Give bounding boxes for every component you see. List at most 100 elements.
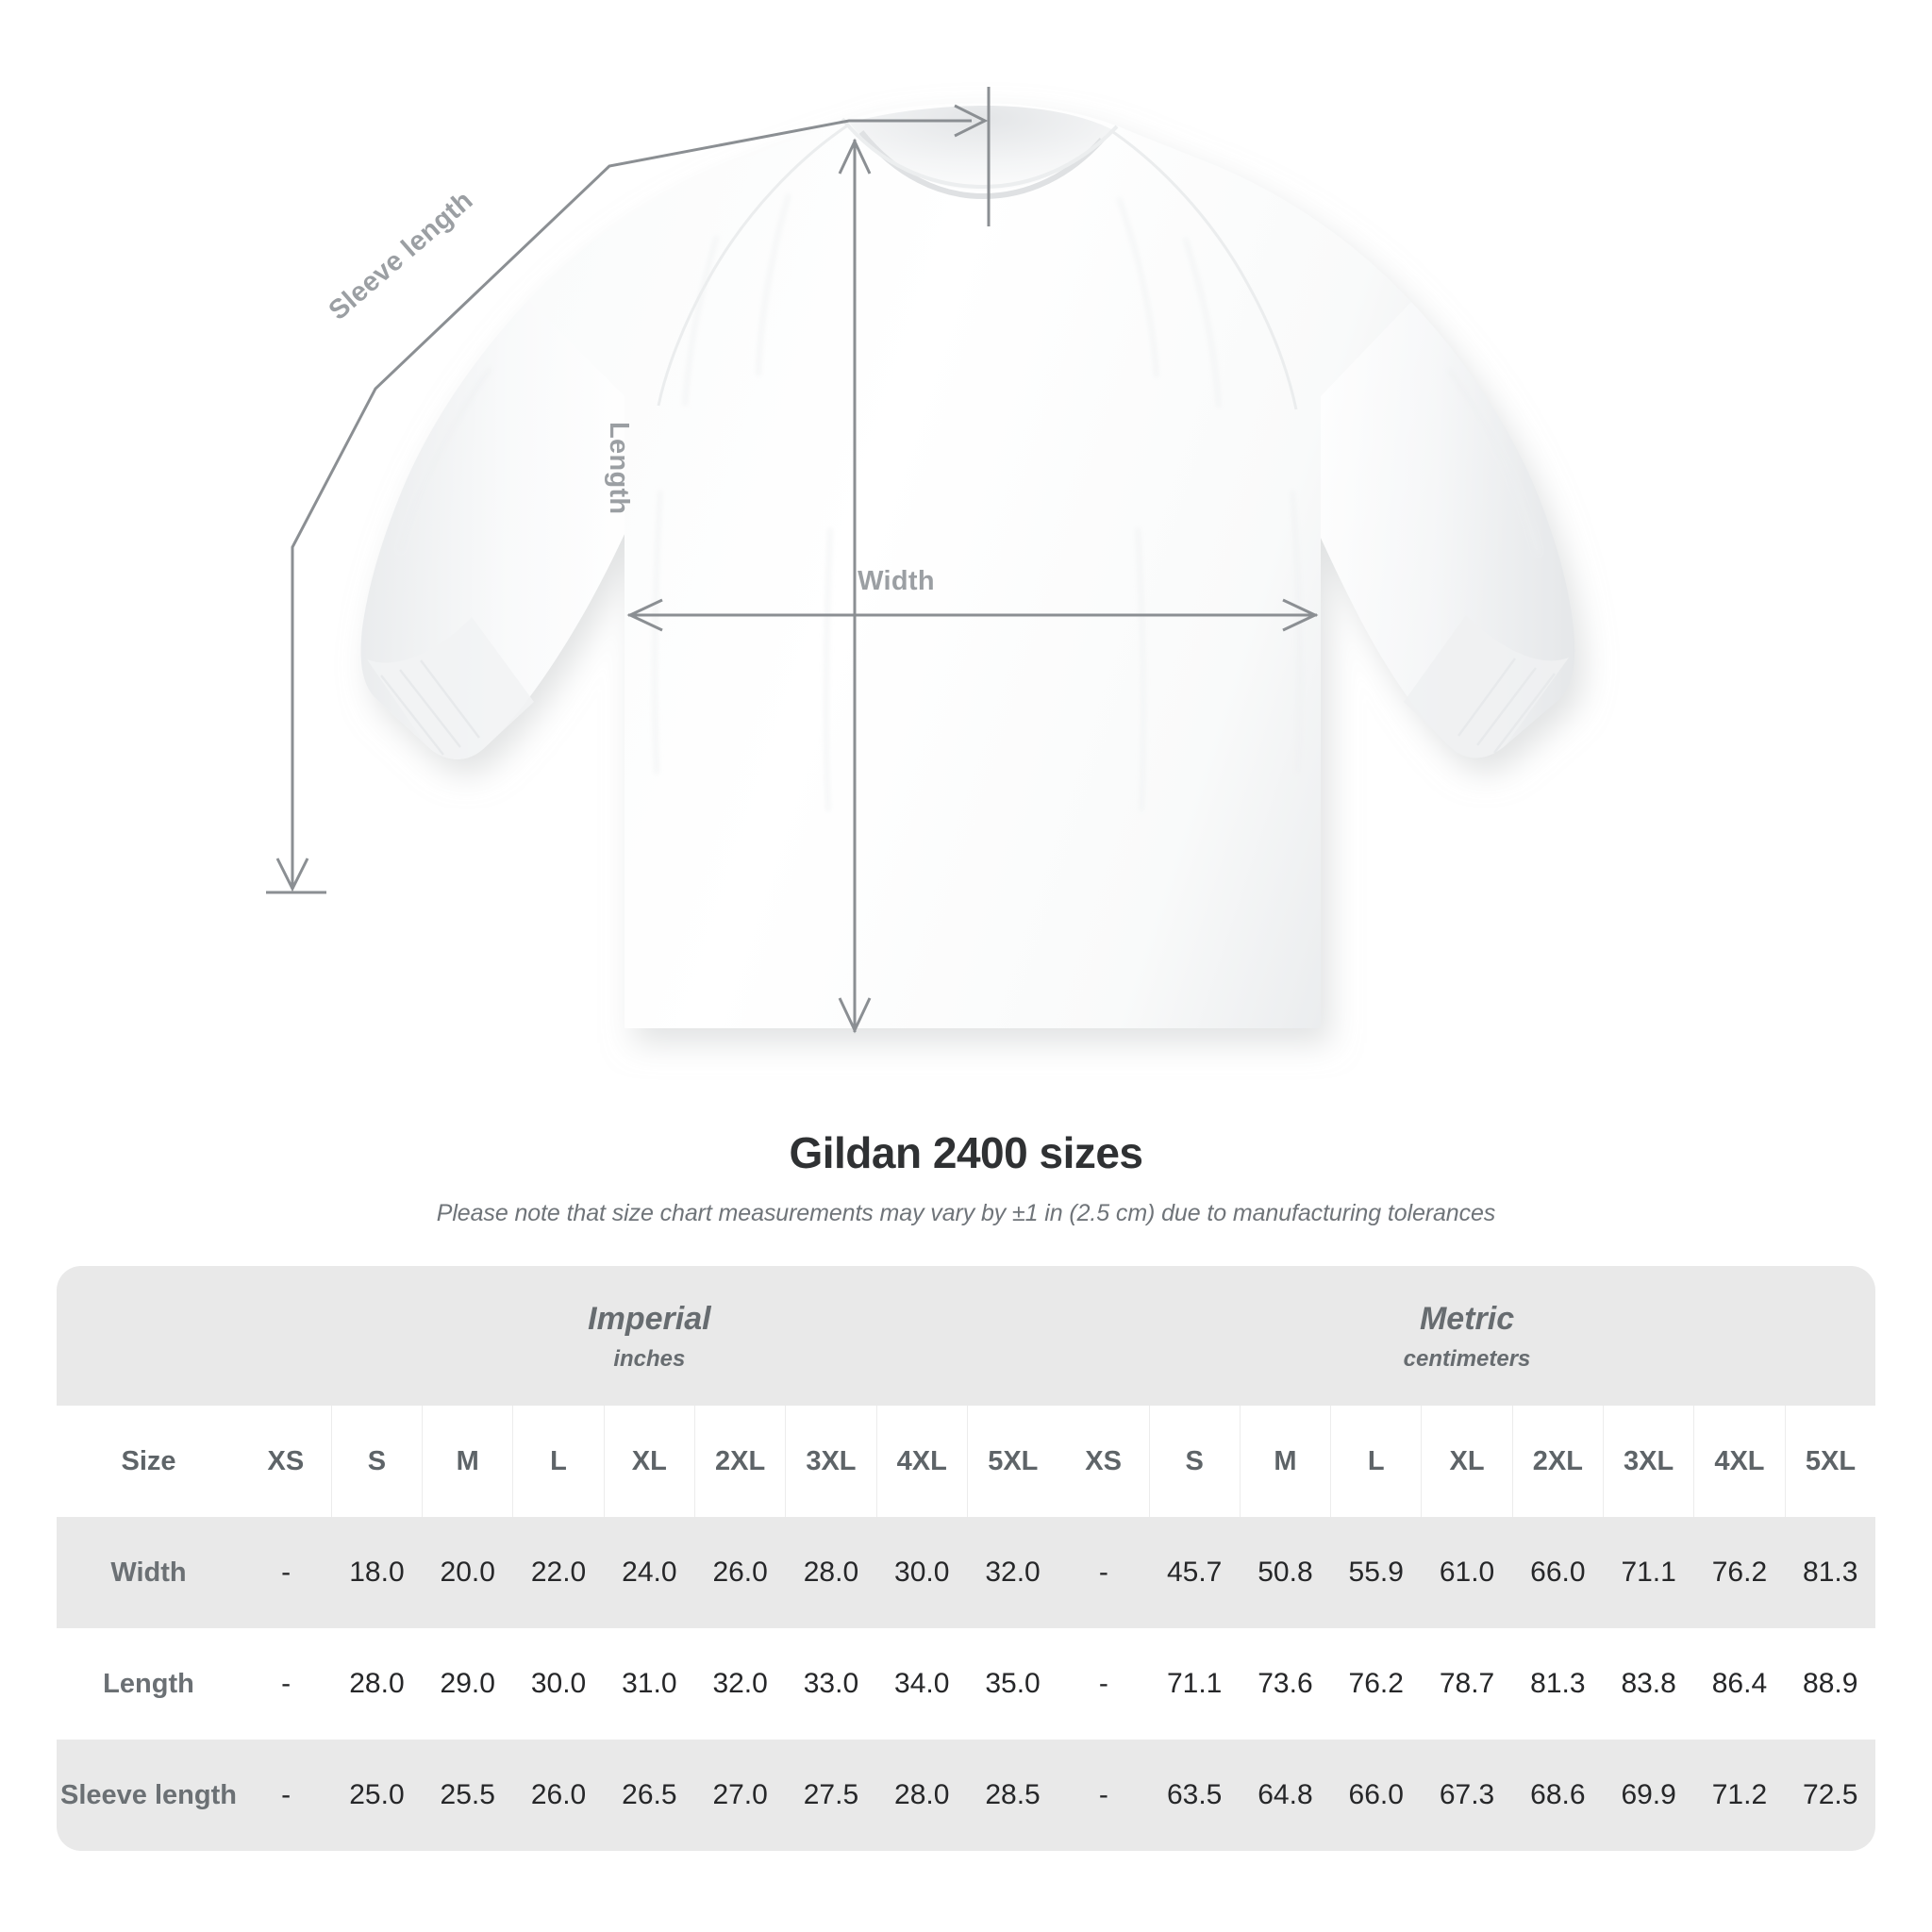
size-header-row: Size XS S M L XL 2XL 3XL 4XL 5XL XS S M L XL 2XL 3XL 4XL 5… (57, 1406, 1876, 1517)
cell-width-metric-l: 55.9 (1330, 1517, 1422, 1628)
row-label-width: Width (57, 1517, 241, 1628)
cell-sleeve-length-imperial-5xl: 28.5 (967, 1740, 1058, 1851)
table-row: Sleeve length -25.0 25.5 26.0 26.5 27.0 27.5 28… (57, 1740, 1876, 1851)
cell-sleeve-length-imperial-m: 25.5 (422, 1740, 513, 1851)
cell-length-metric-m: 73.6 (1240, 1628, 1331, 1740)
left-sleeve-shade (360, 300, 625, 759)
size-header-metric-4xl: 4XL (1693, 1406, 1786, 1517)
shoulder-seams (657, 123, 1298, 410)
table-body: Width -18.0 20.0 22.0 24.0 26.0 28.0 30.0 32.0-4… (57, 1517, 1876, 1851)
cell-length-imperial-2xl: 32.0 (694, 1628, 786, 1740)
row-label-length: Length (57, 1628, 241, 1740)
cell-sleeve-length-metric-4xl: 71.2 (1693, 1740, 1786, 1851)
size-header-metric-xl: XL (1421, 1406, 1513, 1517)
cell-length-imperial-xs: - (241, 1628, 332, 1740)
unit-group-name: Imperial (588, 1300, 711, 1337)
size-header-imperial-4xl: 4XL (875, 1406, 968, 1517)
size-header-imperial-s: S (330, 1406, 423, 1517)
cell-sleeve-length-imperial-xl: 26.5 (604, 1740, 695, 1851)
cell-sleeve-length-metric-xl: 67.3 (1421, 1740, 1513, 1851)
cell-sleeve-length-metric-l: 66.0 (1330, 1740, 1422, 1851)
cell-width-imperial-4xl: 30.0 (876, 1517, 968, 1628)
cell-width-imperial-2xl: 26.0 (694, 1517, 786, 1628)
cell-sleeve-length-metric-2xl: 68.6 (1512, 1740, 1604, 1851)
cell-width-imperial-3xl: 28.0 (785, 1517, 877, 1628)
cell-length-metric-2xl: 81.3 (1512, 1628, 1604, 1740)
size-header-imperial-5xl: 5XL (966, 1406, 1058, 1517)
cell-length-metric-xl: 78.7 (1421, 1628, 1513, 1740)
size-header-imperial-m: M (422, 1406, 513, 1517)
cell-length-imperial-4xl: 34.0 (876, 1628, 968, 1740)
cell-length-imperial-m: 29.0 (422, 1628, 513, 1740)
cell-sleeve-length-imperial-3xl: 27.5 (785, 1740, 877, 1851)
unit-group-header-metric: Metric centimeters (1058, 1266, 1876, 1406)
cell-sleeve-length-imperial-4xl: 28.0 (876, 1740, 968, 1851)
cell-length-metric-4xl: 86.4 (1693, 1628, 1786, 1740)
size-header-metric-2xl: 2XL (1511, 1406, 1604, 1517)
cell-sleeve-length-metric-3xl: 69.9 (1603, 1740, 1694, 1851)
cell-sleeve-length-imperial-s: 25.0 (331, 1740, 423, 1851)
size-chart-table-wrapper: Imperial inches Metric centimeters Size XS S M… (57, 1266, 1876, 1851)
unit-group-name: Metric (1419, 1300, 1515, 1337)
width-label: Width (858, 566, 935, 596)
cell-sleeve-length-imperial-xs: - (241, 1740, 332, 1851)
size-header-imperial-xs: XS (241, 1406, 332, 1517)
size-header-imperial-2xl: 2XL (693, 1406, 786, 1517)
cell-width-metric-xl: 61.0 (1421, 1517, 1513, 1628)
cell-length-imperial-5xl: 35.0 (967, 1628, 1058, 1740)
size-header-metric-xs: XS (1058, 1406, 1149, 1517)
size-header-metric-l: L (1330, 1406, 1422, 1517)
cell-sleeve-length-metric-5xl: 72.5 (1785, 1740, 1876, 1851)
size-header-imperial-3xl: 3XL (785, 1406, 877, 1517)
cell-length-imperial-l: 30.0 (512, 1628, 605, 1740)
title-block: Gildan 2400 sizes Please note that size … (0, 1127, 1932, 1227)
cell-sleeve-length-metric-m: 64.8 (1240, 1740, 1331, 1851)
size-header-imperial-xl: XL (603, 1406, 695, 1517)
cell-width-metric-xs: - (1058, 1517, 1149, 1628)
cell-width-metric-s: 45.7 (1149, 1517, 1241, 1628)
page-title: Gildan 2400 sizes (789, 1128, 1143, 1177)
cell-sleeve-length-imperial-l: 26.0 (512, 1740, 605, 1851)
table-head: Imperial inches Metric centimeters Size XS S M… (57, 1266, 1876, 1517)
cell-width-imperial-l: 22.0 (512, 1517, 605, 1628)
cell-length-metric-l: 76.2 (1330, 1628, 1422, 1740)
cuffs (367, 615, 1569, 759)
cell-width-imperial-xs: - (241, 1517, 332, 1628)
row-label-sleeve-length: Sleeve length (57, 1740, 241, 1851)
size-header-label: Size (57, 1406, 241, 1517)
size-header-metric-s: S (1148, 1406, 1241, 1517)
collar (841, 106, 1119, 200)
table-row: Width -18.0 20.0 22.0 24.0 26.0 28.0 30.0 32.0-4… (57, 1517, 1876, 1628)
garment-illustration: Sleeve length Length Width (266, 87, 1575, 1034)
size-chart-table: Imperial inches Metric centimeters Size XS S M… (57, 1266, 1876, 1851)
size-header-metric-m: M (1239, 1406, 1331, 1517)
unit-group-header-imperial: Imperial inches (241, 1266, 1058, 1406)
size-header-metric-3xl: 3XL (1602, 1406, 1694, 1517)
cell-width-imperial-s: 18.0 (331, 1517, 423, 1628)
cell-length-imperial-s: 28.0 (331, 1628, 423, 1740)
size-header-imperial-l: L (512, 1406, 605, 1517)
cell-width-imperial-5xl: 32.0 (967, 1517, 1058, 1628)
page-subtitle: Please note that size chart measurements… (436, 1200, 1496, 1227)
unit-group-unit: inches (613, 1346, 686, 1373)
garment-svg (266, 87, 1575, 1034)
fabric-folds (398, 193, 1540, 812)
cell-length-metric-3xl: 83.8 (1603, 1628, 1694, 1740)
size-header-metric-5xl: 5XL (1784, 1406, 1876, 1517)
cell-width-metric-3xl: 71.1 (1603, 1517, 1694, 1628)
cell-width-imperial-m: 20.0 (422, 1517, 513, 1628)
sleeve-dimension-line (291, 119, 972, 887)
table-row: Length -28.0 29.0 30.0 31.0 32.0 33.0 34.0 35.0-… (57, 1628, 1876, 1740)
cell-length-metric-xs: - (1058, 1628, 1149, 1740)
unit-group-unit: centimeters (1403, 1346, 1531, 1373)
cell-width-metric-5xl: 81.3 (1785, 1517, 1876, 1628)
length-label: Length (604, 422, 634, 515)
cell-width-imperial-xl: 24.0 (604, 1517, 695, 1628)
cell-length-imperial-3xl: 33.0 (785, 1628, 877, 1740)
cell-sleeve-length-imperial-2xl: 27.0 (694, 1740, 786, 1851)
unit-group-header-row: Imperial inches Metric centimeters (57, 1266, 1876, 1406)
cell-length-metric-5xl: 88.9 (1785, 1628, 1876, 1740)
cell-width-metric-2xl: 66.0 (1512, 1517, 1604, 1628)
cell-sleeve-length-metric-s: 63.5 (1149, 1740, 1241, 1851)
